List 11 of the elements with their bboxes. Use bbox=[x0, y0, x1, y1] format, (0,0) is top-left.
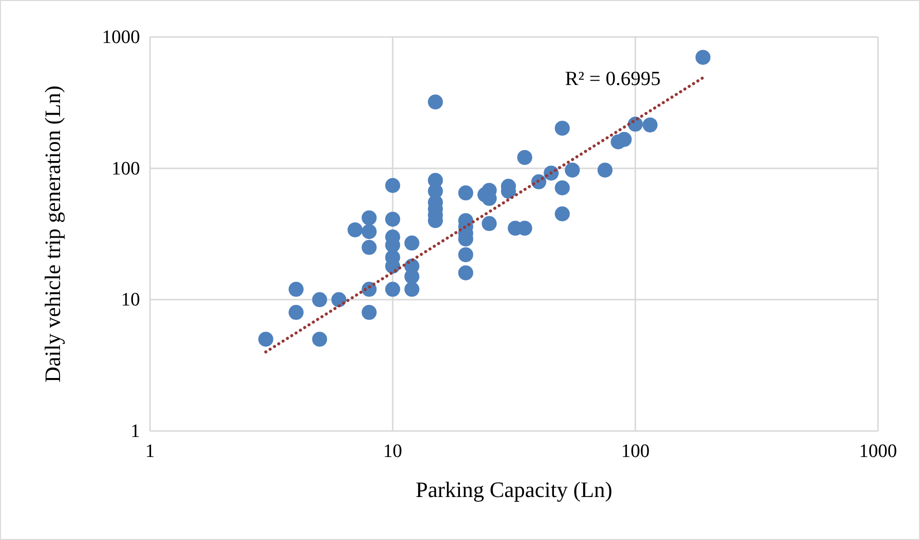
x-tick-label: 1000 bbox=[859, 441, 897, 462]
y-tick-label: 10 bbox=[121, 290, 140, 311]
y-tick-label: 1000 bbox=[102, 27, 140, 48]
x-tick-label: 10 bbox=[383, 441, 402, 462]
y-tick-label: 100 bbox=[112, 158, 140, 180]
y-tick-label: 1 bbox=[130, 421, 140, 442]
x-tick-label: 1 bbox=[145, 441, 155, 462]
annotation: R² = 0.6995 bbox=[564, 68, 661, 90]
x-axis-title: Parking Capacity (Ln) bbox=[416, 477, 612, 502]
x-tick-label: 100 bbox=[621, 441, 650, 462]
y-axis-title: Daily vehicle trip generation (Ln) bbox=[40, 86, 65, 382]
